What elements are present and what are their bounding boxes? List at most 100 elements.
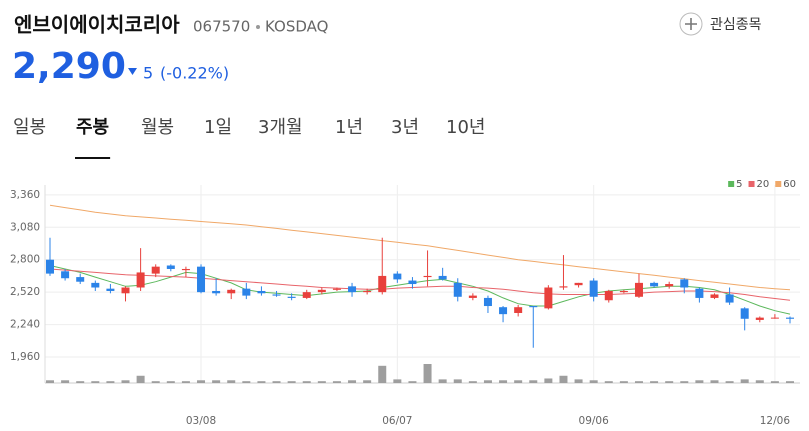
- chart: 1,960 2,240 2,520 2,800 3,080 3,360 03/08 06/07…: [10, 179, 800, 427]
- candle-body: [393, 273, 402, 280]
- volume-bar: [46, 380, 54, 383]
- volume-bar: [363, 380, 372, 383]
- volume-bar: [332, 381, 341, 383]
- volume-bar: [529, 380, 538, 383]
- volume-bar: [166, 381, 175, 383]
- candle-body: [181, 268, 190, 271]
- legend-label: 60: [783, 179, 796, 190]
- volume-bar: [483, 380, 492, 383]
- candle-body: [61, 271, 70, 279]
- candle-body: [529, 306, 538, 308]
- y-tick-label: 2,800: [10, 254, 40, 266]
- period-tab[interactable]: 3년: [391, 117, 419, 138]
- period-tab[interactable]: 1일: [204, 117, 232, 138]
- candle-body: [650, 282, 659, 287]
- volume-bar: [378, 365, 387, 383]
- legend-label: 5: [736, 179, 742, 190]
- period-tab[interactable]: 3개월: [258, 117, 303, 138]
- volume-bar: [499, 380, 508, 383]
- candle-body: [514, 307, 523, 313]
- volume-bar: [710, 380, 719, 383]
- volume-bar: [272, 381, 281, 383]
- volume-bar: [197, 380, 206, 383]
- x-tick-label: 09/06: [579, 415, 610, 427]
- volume-bar: [317, 381, 326, 383]
- candle-body: [363, 290, 372, 293]
- volume-bar: [181, 381, 190, 383]
- volume-bar: [725, 381, 734, 383]
- candle-body: [227, 289, 236, 294]
- candle-body: [680, 279, 689, 288]
- volume-bar: [287, 381, 296, 383]
- candle-body: [151, 266, 160, 274]
- y-tick-label: 3,080: [10, 221, 40, 233]
- volume-bar: [393, 379, 402, 383]
- candle-body: [665, 284, 674, 287]
- candle-body: [166, 265, 175, 269]
- candle-body: [438, 275, 447, 280]
- volume-bar: [61, 380, 70, 383]
- volume-bar: [680, 381, 689, 383]
- plus-icon: [679, 12, 703, 36]
- candle-body: [272, 294, 281, 296]
- period-tab[interactable]: 월봉: [141, 117, 174, 138]
- volume-bar: [786, 381, 794, 383]
- stock-name: 엔브이에이치코리아: [14, 13, 180, 37]
- volume-bar: [227, 380, 236, 383]
- volume-bar: [151, 381, 160, 383]
- candle-body: [574, 282, 583, 286]
- volume-bar: [348, 380, 357, 383]
- candle-body: [589, 280, 598, 297]
- volume-bar: [257, 381, 266, 383]
- candle-body: [499, 307, 508, 315]
- volume-bar: [770, 381, 779, 383]
- candle-body: [257, 290, 266, 294]
- candle-body: [786, 317, 794, 319]
- volume-bar: [619, 381, 628, 383]
- candle-body: [106, 288, 115, 291]
- candle-body: [423, 275, 432, 278]
- candle-body: [710, 294, 719, 298]
- candle-body: [544, 287, 553, 309]
- volume-bar: [242, 381, 251, 383]
- period-tab[interactable]: 1년: [335, 117, 363, 138]
- volume-bar: [136, 375, 145, 383]
- candle-body: [348, 286, 357, 293]
- price: 2,290: [12, 46, 126, 87]
- volume-bar: [408, 381, 417, 383]
- candle-body: [46, 259, 54, 274]
- x-tick-label: 12/06: [760, 415, 791, 427]
- candle-body: [332, 288, 341, 290]
- y-tick-label: 3,360: [10, 189, 40, 201]
- candle-body: [121, 287, 130, 294]
- x-tick-label: 06/07: [382, 415, 412, 427]
- volume-bar: [121, 380, 130, 383]
- volume-bar: [438, 379, 447, 383]
- period-tab[interactable]: 주봉: [76, 117, 109, 138]
- candle-body: [483, 297, 492, 307]
- y-tick-label: 2,240: [10, 319, 40, 331]
- volume-bar: [453, 379, 462, 383]
- legend-swatch: [748, 181, 755, 187]
- volume-bar: [302, 381, 311, 383]
- period-tab[interactable]: 10년: [446, 117, 485, 138]
- plus-sign: [685, 18, 697, 30]
- candle-body: [76, 277, 85, 282]
- volume-bar: [589, 380, 598, 383]
- volume-bar: [740, 379, 749, 383]
- moving-average-line: [49, 204, 791, 291]
- period-tab[interactable]: 일봉: [13, 117, 46, 138]
- change: 5: [143, 64, 153, 83]
- volume-bar: [650, 381, 659, 383]
- candle-body: [302, 292, 311, 298]
- stock-code: 067570: [193, 18, 250, 36]
- candle-body: [695, 288, 704, 298]
- candle-body: [725, 294, 734, 303]
- y-tick-label: 2,520: [10, 286, 40, 298]
- moving-average-line: [49, 268, 791, 301]
- candle-body: [604, 290, 613, 301]
- watch-button[interactable]: 관심종목: [679, 12, 762, 36]
- candle-body: [559, 286, 568, 288]
